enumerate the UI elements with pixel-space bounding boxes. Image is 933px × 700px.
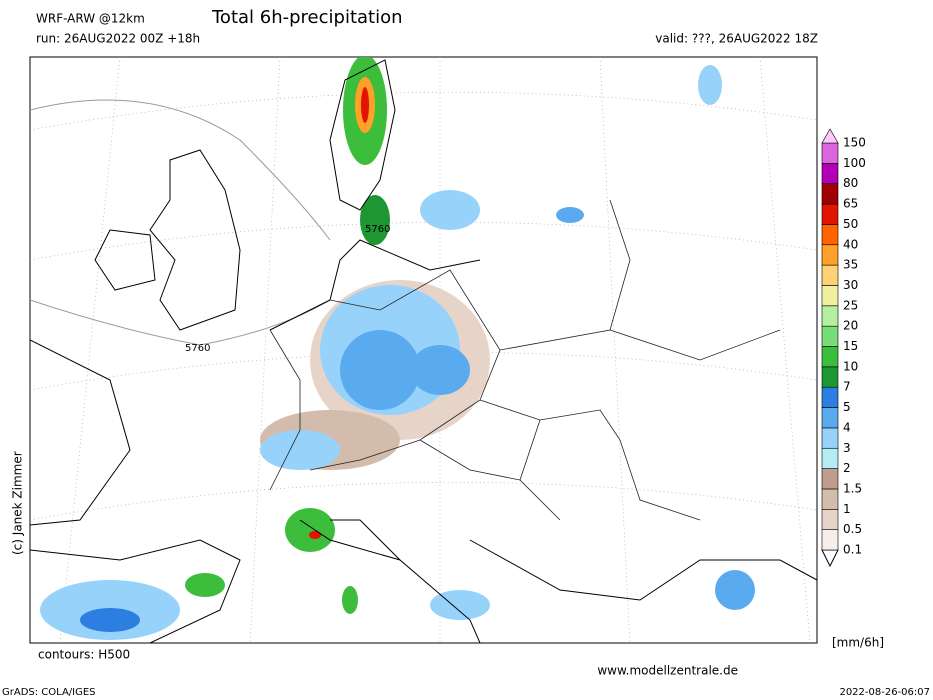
colorbar-box [821,427,839,449]
colorbar-box [821,305,839,327]
contours-note: contours: H500 [38,648,130,662]
colorbar-box [821,244,839,266]
map-title: Total 6h-precipitation [211,7,403,28]
colorbar-label: 1 [843,502,851,516]
website: www.modellzentrale.de [597,664,738,678]
colorbar-label: 100 [843,156,866,170]
colorbar-box [821,325,839,347]
colorbar: 0.1 0.5 1 1.5 2 3 4 5 7 10 15 20 25 30 35 40 50 65 80 100 15… [821,128,866,568]
colorbar-label: 3 [843,441,851,455]
colorbar-box [821,468,839,490]
colorbar-box [821,224,839,246]
colorbar-label: 150 [843,136,866,150]
colorbar-box [821,366,839,388]
coastline [30,59,817,643]
colorbar-label: 30 [843,278,858,292]
precipitation [40,57,755,640]
colorbar-box [821,529,839,551]
run-label: run: 26AUG2022 00Z +18h [36,32,200,46]
colorbar-box [821,264,839,286]
colorbar-below [821,549,839,568]
colorbar-box [821,163,839,185]
contour-label: 5760 [365,224,390,235]
colorbar-box [821,142,839,164]
colorbar-label: 1.5 [843,481,862,495]
colorbar-box [821,285,839,307]
colorbar-label: 40 [843,237,858,251]
colorbar-label: 4 [843,420,851,434]
colorbar-label: 10 [843,359,858,373]
colorbar-label: 7 [843,380,851,394]
colorbar-box [821,346,839,368]
colorbar-label: 80 [843,176,858,190]
software: GrADS: COLA/IGES [2,687,96,698]
country-border [269,199,781,521]
colorbar-box [821,203,839,225]
valid-label: valid: ???, 26AUG2022 18Z [655,32,818,46]
colorbar-label: 50 [843,217,858,231]
copyright: (c) Janek Zimmer [11,451,25,555]
colorbar-box [821,183,839,205]
colorbar-box [821,386,839,408]
colorbar-label: 65 [843,197,858,211]
colorbar-top [821,128,839,144]
colorbar-box [821,407,839,429]
map: 5760 5760 (c) Janek Zimmer [11,56,818,644]
contour-label: 5760 [185,343,210,354]
colorbar-label: 0.5 [843,522,862,536]
colorbar-label: 15 [843,339,858,353]
colorbar-box [821,508,839,530]
colorbar-box [821,447,839,469]
colorbar-label: 20 [843,319,858,333]
colorbar-box [821,488,839,510]
model-label: WRF-ARW @12km [36,12,145,26]
colorbar-label: 35 [843,258,858,272]
colorbar-label: 5 [843,400,851,414]
timestamp: 2022-08-26-06:07 [839,687,930,698]
colorbar-label: 2 [843,461,851,475]
colorbar-label: 0.1 [843,543,862,557]
colorbar-label: 25 [843,298,858,312]
colorbar-unit: [mm/6h] [832,636,884,650]
